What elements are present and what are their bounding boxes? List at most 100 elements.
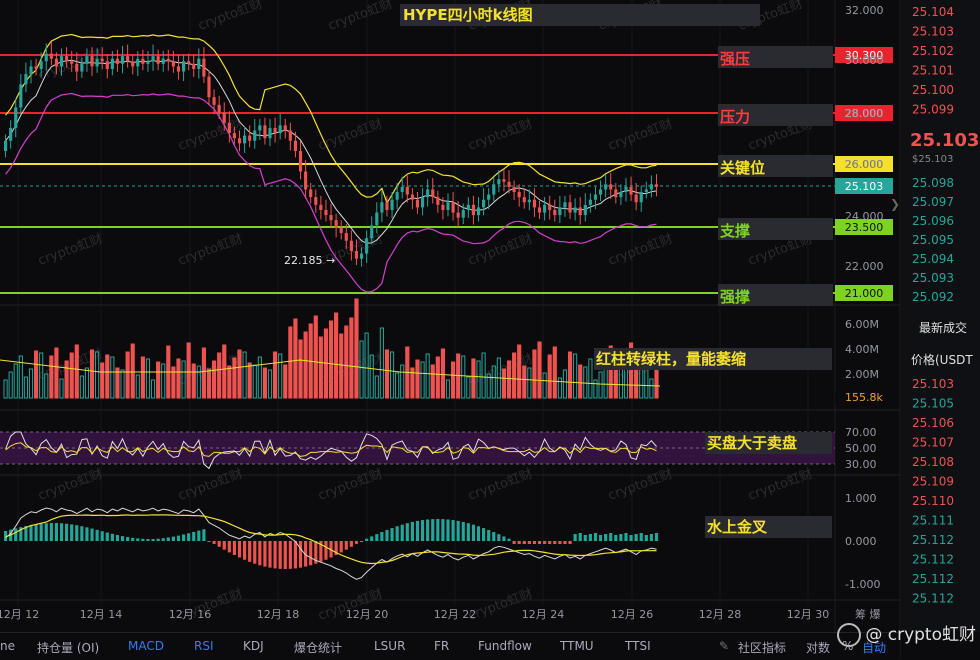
candle-body (593, 194, 598, 200)
toolbar-item-ttmu[interactable]: TTMU (560, 639, 594, 653)
macd-histogram-bar (54, 523, 59, 541)
volume-bar (242, 351, 247, 399)
volume-bar (217, 352, 222, 399)
macd-histogram-bar (578, 533, 582, 541)
volume-bar (522, 365, 527, 399)
toolbar-item-ttsi[interactable]: TTSI (625, 639, 651, 653)
time-axis-label: 12月 14 (80, 608, 123, 621)
toolbar-item-liquidation[interactable]: 爆仓统计 (294, 641, 343, 655)
candle-body (502, 179, 506, 182)
candle-body (314, 197, 318, 205)
macd-histogram-bar (420, 520, 425, 541)
volume-bar (491, 365, 496, 399)
volume-bar (593, 379, 598, 399)
candle-body (349, 240, 353, 251)
trade-price: 25.112 (912, 553, 954, 567)
macd-histogram-bar (548, 541, 552, 544)
volume-bar (481, 352, 486, 399)
level-price-tag (835, 219, 893, 235)
level-name: 强压 (720, 50, 750, 68)
volume-bar (384, 349, 390, 399)
volume-bar (100, 362, 105, 399)
candle-body (278, 125, 282, 134)
macd-histogram-bar (339, 541, 343, 553)
candle-body (568, 202, 572, 213)
toolbar-item-lsur[interactable]: LSUR (374, 639, 406, 653)
candle-body (609, 184, 613, 190)
volume-bar (283, 364, 288, 399)
candle-body (329, 215, 333, 221)
candle-body (136, 58, 140, 67)
macd-histogram-bar (49, 523, 53, 541)
toolbar-item-auto[interactable]: 自动 (862, 641, 887, 655)
volume-bar (201, 347, 206, 399)
macd-histogram-bar (553, 541, 557, 544)
level-price-value: 21.000 (845, 287, 884, 300)
candle-body (405, 186, 409, 195)
toolbar-item-ne[interactable]: ne (0, 639, 15, 653)
candle-body (197, 58, 201, 69)
volume-bar (557, 377, 562, 399)
volume-bar (395, 372, 400, 399)
volume-bar (257, 356, 262, 399)
candle-body (222, 112, 226, 123)
toolbar-item-kdj[interactable]: KDJ (243, 639, 264, 653)
bid-price: 25.092 (912, 290, 954, 304)
bid-price: 25.096 (912, 214, 954, 228)
candle-body (537, 207, 542, 213)
macd-histogram-bar (415, 520, 420, 541)
toolbar-item-rsi[interactable]: RSI (194, 639, 214, 653)
level-name: 压力 (720, 108, 750, 126)
candle-body (192, 63, 196, 69)
macd-histogram-bar (563, 541, 567, 544)
macd-histogram-bar (507, 538, 511, 541)
macd-histogram-bar (583, 535, 587, 541)
candle-body (176, 66, 181, 72)
candle-body (100, 58, 104, 62)
macd-histogram-bar (512, 541, 516, 544)
price-axis-label: 28.000 (845, 107, 884, 120)
chart-title: HYPE四小时k线图 (403, 6, 533, 24)
candle-body (126, 56, 130, 62)
candle-body (339, 227, 343, 234)
candle-body (476, 207, 481, 216)
candle-body (181, 61, 186, 72)
macd-histogram-bar (243, 541, 247, 560)
macd-histogram-bar (593, 533, 598, 541)
toolbar-item-macd[interactable]: MACD (128, 639, 164, 653)
low-price-marker: 22.185 → (284, 254, 335, 267)
macd-histogram-bar (644, 535, 648, 541)
candle-body (441, 204, 445, 210)
volume-bar (211, 360, 217, 399)
volume-bar (227, 365, 232, 399)
toolbar-item-oi[interactable]: 持仓量 (OI) (37, 641, 100, 655)
volume-bar (79, 375, 84, 399)
macd-histogram-bar (85, 527, 89, 541)
macd-histogram-bar (471, 524, 475, 541)
candle-body (105, 61, 109, 69)
candle-body (415, 199, 420, 208)
candle-body (583, 204, 587, 216)
candle-body (268, 127, 272, 139)
toolbar-item-log[interactable]: 对数 (806, 641, 831, 655)
volume-bar (628, 342, 634, 399)
candle-body (573, 207, 577, 213)
candle-body (395, 192, 399, 200)
volume-bar (578, 364, 583, 399)
toolbar-item-community[interactable]: 社区指标 (738, 641, 787, 655)
toolbar-item-fr[interactable]: FR (434, 639, 450, 653)
volume-bar (28, 368, 34, 399)
volume-bar (145, 358, 151, 399)
toolbar-item-fundflow[interactable]: Fundflow (478, 639, 532, 653)
volume-bar (410, 367, 415, 399)
edit-icon[interactable]: ✎ (719, 639, 730, 653)
volume-bar (74, 344, 79, 399)
volume-bar (3, 379, 8, 399)
volume-bar (237, 349, 242, 399)
volume-bar (262, 367, 268, 399)
macd-histogram-bar (151, 538, 155, 541)
trade-price: 25.108 (912, 455, 954, 469)
volume-annotation-bg (594, 348, 832, 370)
macd-histogram-bar (654, 533, 659, 541)
